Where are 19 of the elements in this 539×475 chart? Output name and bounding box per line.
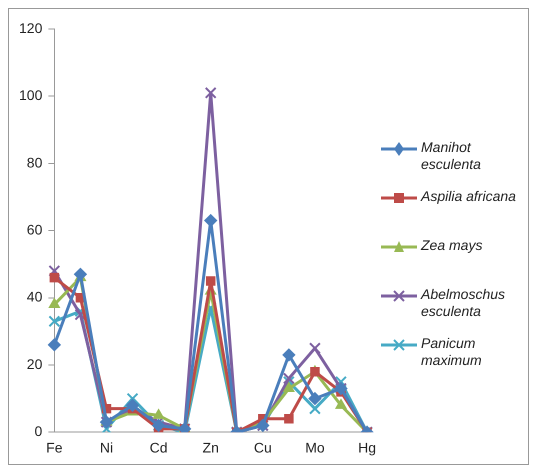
x-tick-label: Fe bbox=[46, 439, 63, 456]
y-tick-label: 60 bbox=[26, 221, 43, 238]
legend-label: Abelmoschus esculenta bbox=[421, 286, 506, 320]
legend-label: Zea mays bbox=[421, 237, 482, 254]
legend-label: Manihot esculenta bbox=[421, 139, 482, 173]
legend-label: Aspilia africana bbox=[421, 188, 516, 205]
x-tick-label: Ni bbox=[100, 439, 114, 456]
legend-label: Panicum maximum bbox=[421, 335, 483, 369]
y-tick-label: 0 bbox=[34, 423, 43, 440]
y-tick-label: 100 bbox=[19, 87, 43, 104]
x-tick-label: Hg bbox=[358, 439, 376, 456]
y-tick-label: 80 bbox=[26, 154, 43, 170]
y-tick-label: 120 bbox=[19, 20, 43, 36]
x-tick-label: Mo bbox=[305, 439, 325, 456]
x-tick-label: Cu bbox=[254, 439, 272, 456]
x-tick-label: Zn bbox=[202, 439, 219, 456]
y-tick-label: 20 bbox=[26, 356, 43, 372]
y-tick-label: 40 bbox=[26, 288, 43, 305]
x-tick-label: Cd bbox=[150, 439, 168, 456]
